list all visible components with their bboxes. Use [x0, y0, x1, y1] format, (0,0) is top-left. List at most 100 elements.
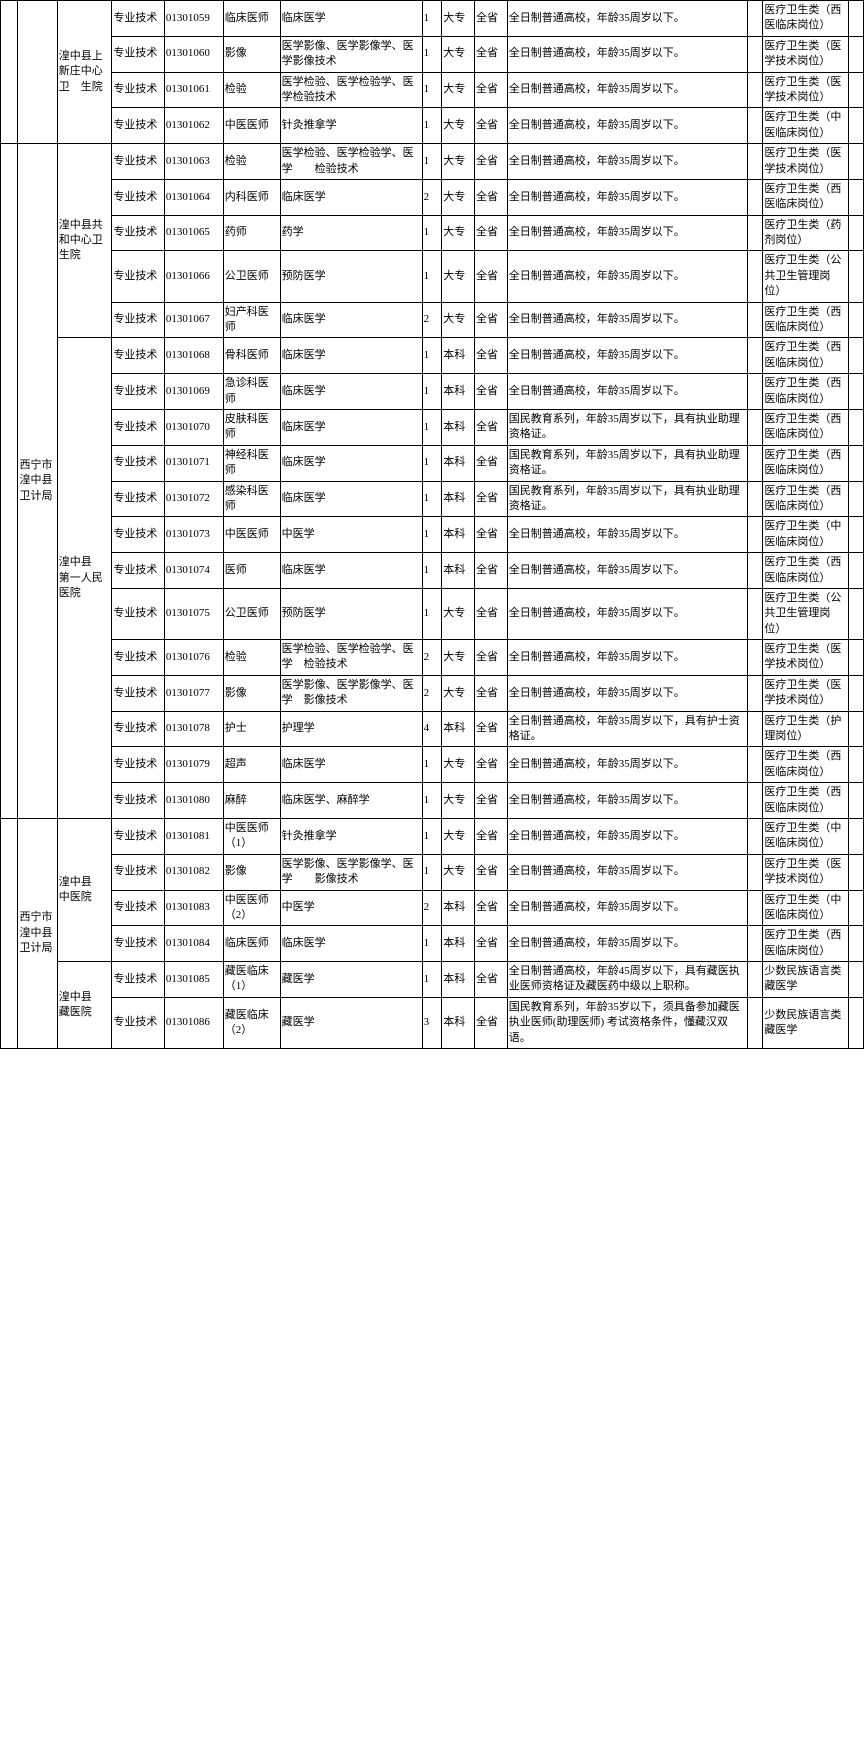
scope-cell: 全省	[475, 481, 508, 517]
spacer-cell	[848, 215, 863, 251]
spacer-cell	[748, 783, 763, 819]
major-cell: 藏医学	[280, 962, 422, 998]
table-row: 专业技术 01301084 临床医师 临床医学 1 本科 全省 全日制普通高校，…	[1, 926, 864, 962]
edu-cell: 本科	[442, 926, 475, 962]
type-cell: 专业技术	[112, 445, 164, 481]
cat-cell: 医疗卫生类（西医临床岗位）	[763, 445, 848, 481]
table-row: 专业技术 01301076 检验 医学检验、医学检验学、医学 检验技术 2 大专…	[1, 640, 864, 676]
num-cell: 1	[422, 144, 442, 180]
table-row: 专业技术 01301086 藏医临床（2） 藏医学 3 本科 全省 国民教育系列…	[1, 997, 864, 1048]
edu-cell: 本科	[442, 890, 475, 926]
spacer-cell	[848, 445, 863, 481]
cat-cell: 医疗卫生类（医学技术岗位）	[763, 36, 848, 72]
cat-cell: 医疗卫生类（西医临床岗位）	[763, 747, 848, 783]
scope-cell: 全省	[475, 675, 508, 711]
edu-cell: 本科	[442, 997, 475, 1048]
spacer-cell	[748, 179, 763, 215]
pos-cell: 药师	[223, 215, 280, 251]
code-cell: 01301068	[164, 338, 223, 374]
cat-cell: 医疗卫生类（中医临床岗位）	[763, 818, 848, 854]
num-cell: 1	[422, 588, 442, 639]
num-cell: 1	[422, 747, 442, 783]
spacer-cell	[748, 640, 763, 676]
spacer-cell	[848, 926, 863, 962]
req-cell: 国民教育系列，年龄35岁以下，须具备参加藏医执业医师(助理医师) 考试资格条件，…	[507, 997, 747, 1048]
table-row: 专业技术 01301077 影像 医学影像、医学影像学、医学 影像技术 2 大专…	[1, 675, 864, 711]
pos-cell: 影像	[223, 36, 280, 72]
req-cell: 全日制普通高校，年龄35周岁以下。	[507, 675, 747, 711]
spacer-cell	[848, 302, 863, 338]
spacer-cell	[848, 711, 863, 747]
type-cell: 专业技术	[112, 783, 164, 819]
num-cell: 1	[422, 374, 442, 410]
type-cell: 专业技术	[112, 144, 164, 180]
spacer-cell	[848, 481, 863, 517]
major-cell: 临床医学	[280, 481, 422, 517]
spacer-cell	[748, 997, 763, 1048]
scope-cell: 全省	[475, 108, 508, 144]
table-row: 专业技术 01301075 公卫医师 预防医学 1 大专 全省 全日制普通高校，…	[1, 588, 864, 639]
cat-cell: 医疗卫生类（中医临床岗位）	[763, 890, 848, 926]
code-cell: 01301067	[164, 302, 223, 338]
pos-cell: 神经科医师	[223, 445, 280, 481]
code-cell: 01301078	[164, 711, 223, 747]
unit-cell: 湟中县 藏医院	[57, 962, 112, 1049]
recruitment-table: 湟中县上新庄中心卫 生院 专业技术 01301059 临床医师 临床医学 1 大…	[0, 0, 864, 1049]
table-row: 专业技术 01301082 影像 医学影像、医学影像学、医学 影像技术 1 大专…	[1, 854, 864, 890]
cat-cell: 医疗卫生类（医学技术岗位）	[763, 144, 848, 180]
cat-cell: 医疗卫生类（西医临床岗位）	[763, 409, 848, 445]
spacer-cell	[748, 818, 763, 854]
req-cell: 国民教育系列，年龄35周岁以下，具有执业助理资格证。	[507, 445, 747, 481]
edu-cell: 大专	[442, 36, 475, 72]
req-cell: 全日制普通高校，年龄35周岁以下。	[507, 588, 747, 639]
req-cell: 全日制普通高校，年龄35周岁以下。	[507, 374, 747, 410]
num-cell: 1	[422, 553, 442, 589]
type-cell: 专业技术	[112, 338, 164, 374]
edu-cell: 大专	[442, 144, 475, 180]
major-cell: 临床医学	[280, 409, 422, 445]
num-cell: 1	[422, 445, 442, 481]
code-cell: 01301064	[164, 179, 223, 215]
pos-cell: 皮肤科医师	[223, 409, 280, 445]
req-cell: 全日制普通高校，年龄35周岁以下。	[507, 640, 747, 676]
type-cell: 专业技术	[112, 997, 164, 1048]
cat-cell: 医疗卫生类（中医临床岗位）	[763, 108, 848, 144]
req-cell: 国民教育系列，年龄35周岁以下，具有执业助理资格证。	[507, 409, 747, 445]
num-cell: 2	[422, 179, 442, 215]
spacer-cell	[848, 251, 863, 302]
cat-cell: 医疗卫生类（公共卫生管理岗位）	[763, 251, 848, 302]
req-cell: 全日制普通高校，年龄35周岁以下。	[507, 818, 747, 854]
major-cell: 预防医学	[280, 588, 422, 639]
cat-cell: 医疗卫生类（公共卫生管理岗位）	[763, 588, 848, 639]
table-row: 专业技术 01301080 麻醉 临床医学、麻醉学 1 大专 全省 全日制普通高…	[1, 783, 864, 819]
type-cell: 专业技术	[112, 588, 164, 639]
major-cell: 护理学	[280, 711, 422, 747]
scope-cell: 全省	[475, 409, 508, 445]
num-cell: 2	[422, 675, 442, 711]
spacer-cell	[848, 783, 863, 819]
scope-cell: 全省	[475, 783, 508, 819]
spacer-cell	[848, 108, 863, 144]
code-cell: 01301069	[164, 374, 223, 410]
req-cell: 全日制普通高校，年龄35周岁以下。	[507, 890, 747, 926]
pos-cell: 公卫医师	[223, 588, 280, 639]
major-cell: 预防医学	[280, 251, 422, 302]
spacer-cell	[848, 818, 863, 854]
type-cell: 专业技术	[112, 640, 164, 676]
code-cell: 01301072	[164, 481, 223, 517]
table-row: 专业技术 01301066 公卫医师 预防医学 1 大专 全省 全日制普通高校，…	[1, 251, 864, 302]
type-cell: 专业技术	[112, 179, 164, 215]
scope-cell: 全省	[475, 588, 508, 639]
spacer-cell	[748, 144, 763, 180]
table-row: 专业技术 01301060 影像 医学影像、医学影像学、医学影像技术 1 大专 …	[1, 36, 864, 72]
edu-cell: 大专	[442, 818, 475, 854]
spacer-cell	[748, 1, 763, 37]
edu-cell: 大专	[442, 640, 475, 676]
req-cell: 全日制普通高校，年龄35周岁以下。	[507, 72, 747, 108]
scope-cell: 全省	[475, 997, 508, 1048]
dept-cell	[18, 1, 57, 144]
req-cell: 全日制普通高校，年龄45周岁以下，具有藏医执业医师资格证及藏医药中级以上职称。	[507, 962, 747, 998]
num-cell: 1	[422, 926, 442, 962]
edu-cell: 大专	[442, 215, 475, 251]
num-cell: 1	[422, 481, 442, 517]
